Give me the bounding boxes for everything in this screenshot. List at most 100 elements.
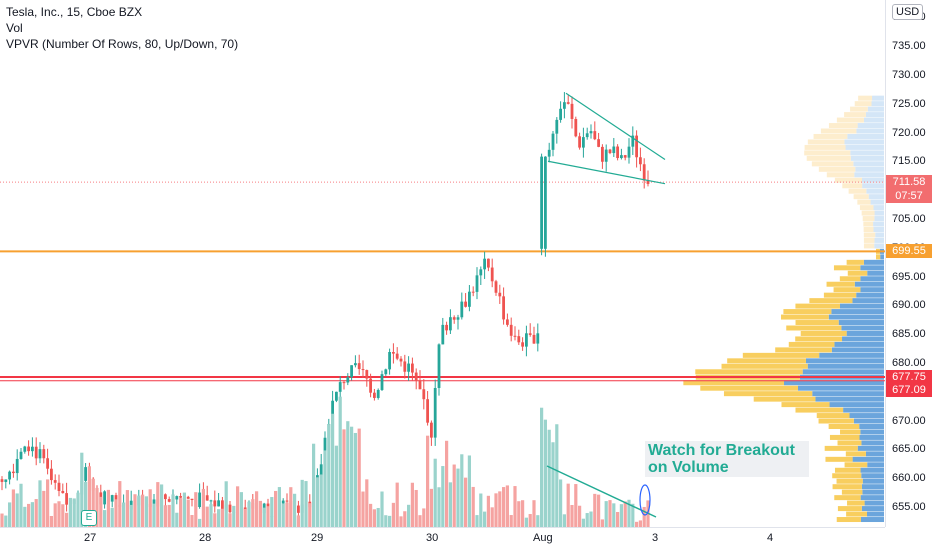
candle-body [631, 135, 635, 147]
vpvr-down-bar [845, 451, 866, 457]
candle-body [490, 267, 494, 282]
volume-bar [528, 514, 532, 527]
time-tick-label: 4 [767, 532, 774, 544]
volume-bar [156, 482, 160, 527]
volume-bar [361, 491, 365, 527]
vpvr-up-bar [874, 237, 884, 243]
volume-bar [266, 506, 270, 527]
volume-indicator-label[interactable]: Vol [6, 21, 23, 35]
vpvr-up-bar [850, 155, 884, 161]
price-tick-label: 730.00 [892, 69, 926, 81]
vpvr-up-bar [872, 95, 884, 101]
vpvr-up-bar [852, 298, 884, 304]
vpvr-down-bar [795, 407, 844, 413]
currency-button[interactable]: USD [892, 4, 924, 20]
volume-bar [490, 507, 494, 527]
vpvr-up-bar [862, 177, 884, 183]
volume-bar [380, 491, 384, 527]
earnings-icon[interactable]: E [81, 510, 97, 526]
volume-bar [437, 487, 441, 527]
vpvr-down-bar [807, 139, 845, 145]
vpvr-up-bar [802, 369, 884, 375]
volume-bar [61, 504, 65, 527]
volume-bar [494, 493, 498, 527]
candle-body [19, 451, 23, 459]
vpvr-down-bar [836, 117, 864, 123]
candle-body [198, 492, 201, 508]
candle-body [608, 149, 612, 154]
price-axis[interactable]: 740.00735.00730.00725.00720.00715.00710.… [885, 0, 932, 527]
vpvr-up-bar [861, 484, 884, 490]
candle-body [23, 446, 27, 452]
candle-body [4, 479, 8, 482]
volume-bar [502, 487, 506, 527]
volume-bar [46, 479, 50, 527]
annotation-text[interactable]: Watch for Breakout on Volume [645, 441, 809, 477]
volume-bar [15, 493, 19, 527]
volume-bar [255, 491, 259, 527]
symbol-title[interactable]: Tesla, Inc., 15, Cboe BZX [6, 5, 143, 19]
volume-trendline [546, 465, 657, 518]
volume-bar [551, 442, 555, 527]
volume-bar [627, 499, 631, 527]
volume-bar [543, 419, 547, 527]
volume-bar [27, 503, 31, 527]
vpvr-up-bar [860, 495, 884, 501]
volume-highlight-ellipse [639, 484, 651, 516]
vpvr-down-bar [839, 276, 861, 282]
vpvr-down-bar [844, 462, 868, 468]
candle-body [42, 449, 46, 459]
candle-body [376, 389, 380, 398]
candle-body [544, 156, 547, 249]
candle-body [589, 131, 593, 134]
chart-area[interactable]: Tesla, Inc., 15, Cboe BZX Vol VPVR (Numb… [0, 0, 885, 527]
candle-body [399, 358, 403, 362]
volume-bar [281, 503, 285, 527]
volume-bar [346, 421, 350, 527]
vpvr-down-bar [863, 232, 876, 238]
candle-body [487, 258, 490, 268]
time-tick-label: 27 [84, 532, 97, 544]
vpvr-down-bar [828, 423, 860, 429]
vpvr-up-bar [805, 358, 884, 364]
candle-body [403, 361, 407, 372]
volume-bar [167, 504, 171, 527]
candle-body [513, 335, 517, 337]
vpvr-down-bar [818, 418, 854, 424]
time-tick-label: Aug [533, 532, 553, 544]
candle-body [430, 422, 433, 438]
volume-bar [228, 513, 232, 527]
volume-bar [80, 452, 84, 527]
vpvr-down-bar [842, 183, 863, 189]
volume-bar [509, 515, 513, 527]
vpvr-up-bar [874, 243, 884, 249]
vpvr-up-bar [849, 413, 884, 419]
volume-bar [593, 493, 597, 527]
vpvr-down-bar [826, 281, 855, 287]
volume-bar [84, 481, 88, 527]
candle-body [483, 258, 486, 270]
volume-bar [327, 424, 331, 527]
vpvr-indicator-label[interactable]: VPVR (Number Of Rows, 80, Up/Down, 70) [6, 37, 239, 51]
vpvr-down-bar [863, 237, 875, 243]
volume-bar [323, 450, 327, 527]
volume-bar [179, 498, 183, 527]
vpvr-up-bar [867, 270, 884, 276]
vpvr-down-bar [846, 511, 867, 517]
vpvr-up-bar [784, 380, 884, 386]
time-axis[interactable]: 27 28 29 30 Aug 3 4 [0, 527, 885, 551]
price-chart[interactable] [0, 0, 885, 527]
volume-bar [524, 517, 528, 527]
volume-bar [243, 508, 247, 527]
candle-body [433, 387, 437, 438]
candle-body [380, 374, 384, 390]
vpvr-down-bar [695, 369, 803, 375]
time-tick-label: 30 [426, 532, 439, 544]
vpvr-down-bar [876, 254, 881, 260]
volume-bar [574, 484, 578, 527]
candle-body [243, 507, 247, 510]
volume-bar [186, 499, 190, 527]
vpvr-down-bar [837, 506, 862, 512]
vpvr-up-bar [829, 402, 884, 408]
candle-body [335, 391, 338, 401]
